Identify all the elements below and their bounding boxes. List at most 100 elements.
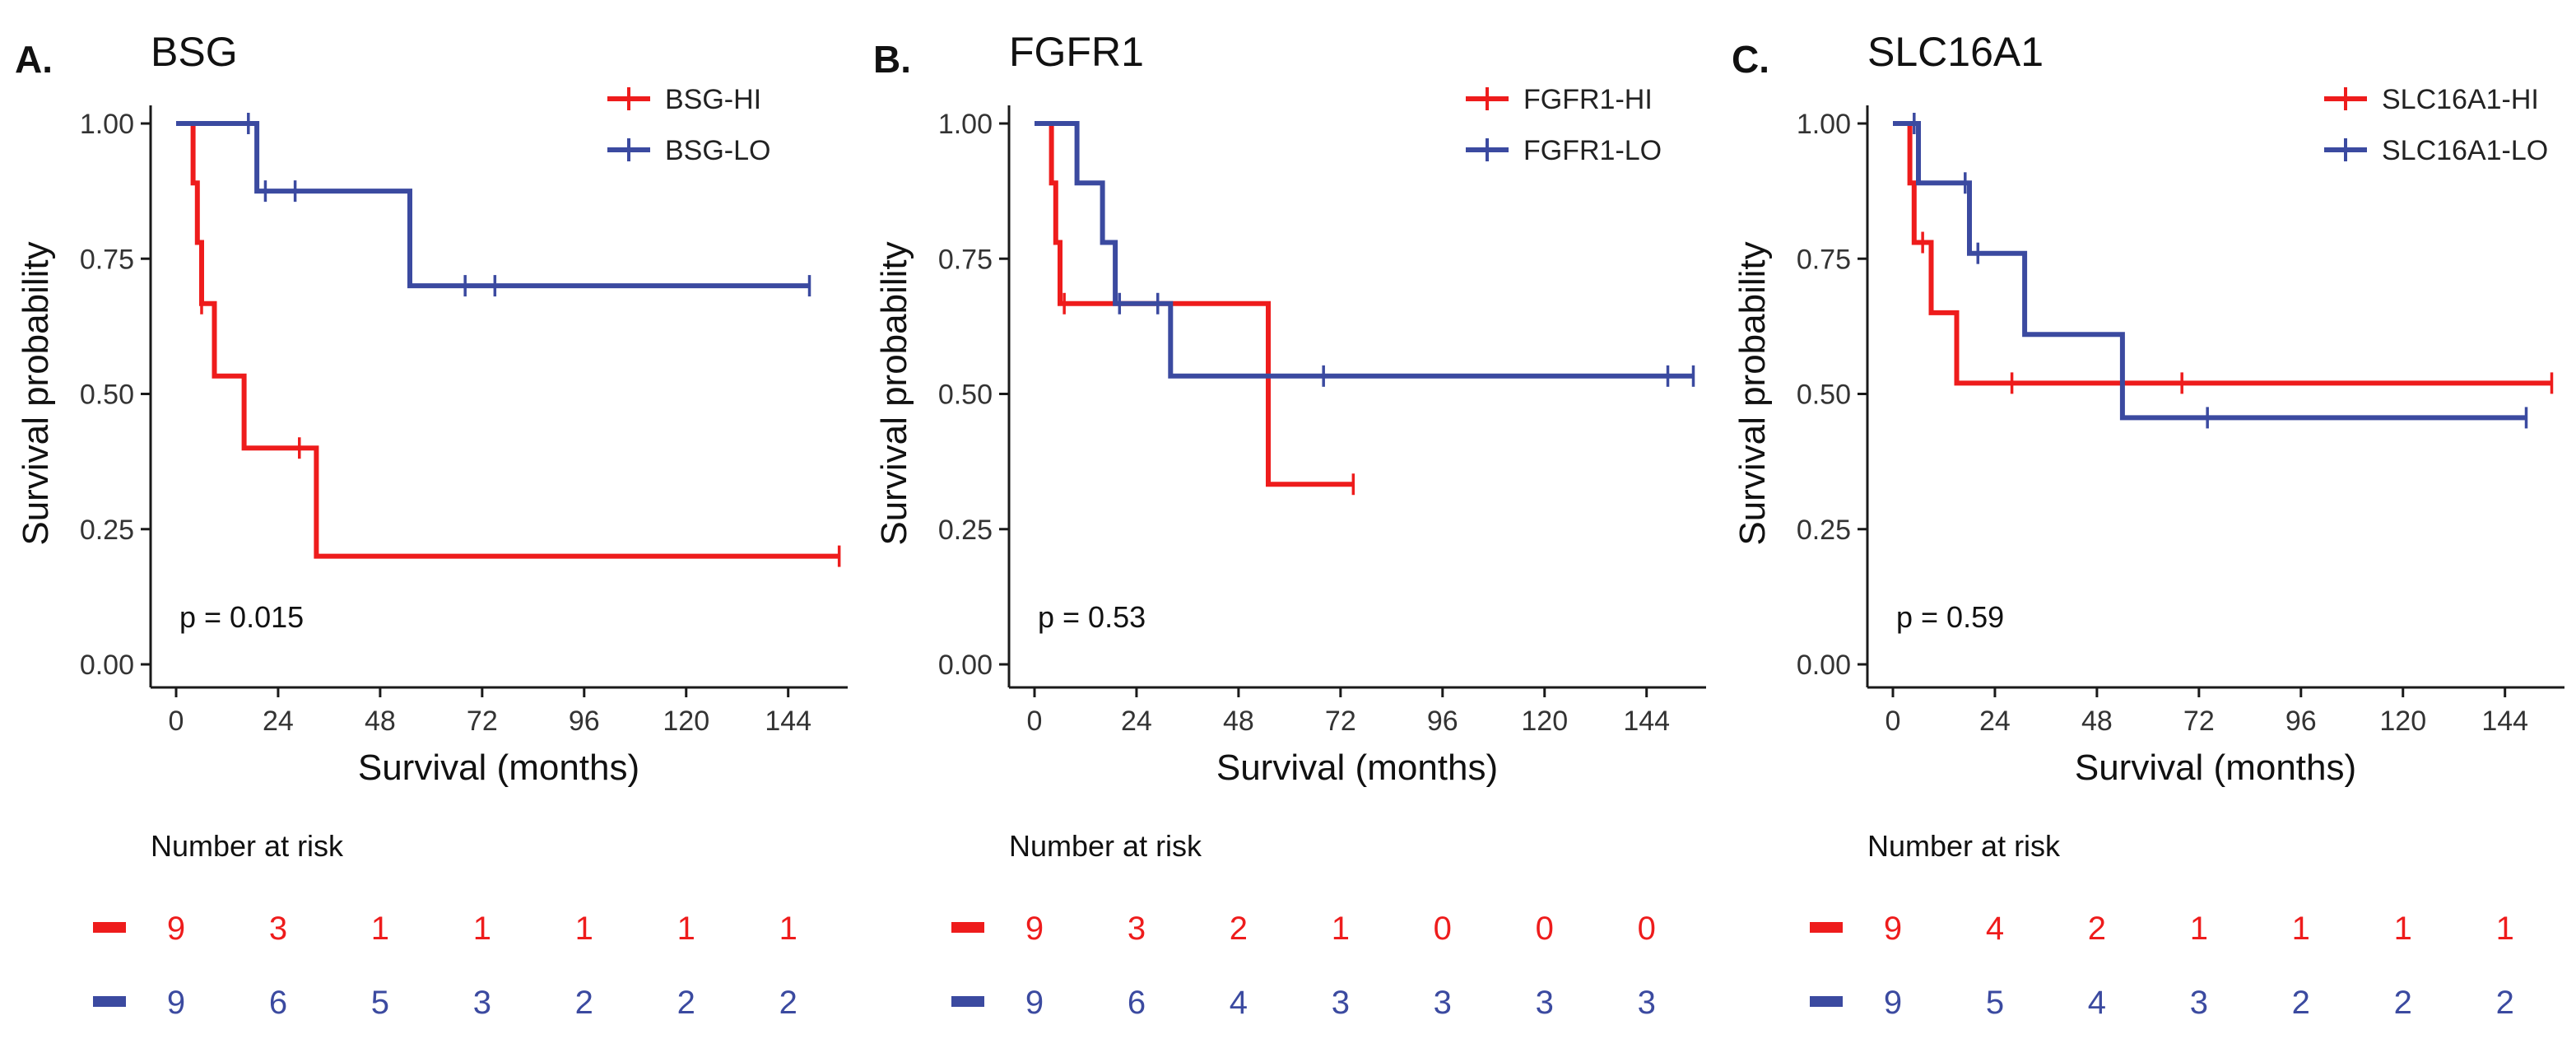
risk-count: 1 [473,911,491,947]
y-tick-label: 1.00 [938,109,993,140]
x-axis-title: Survival (months) [1216,748,1498,788]
y-tick-label: 1.00 [80,109,134,140]
risk-count: 9 [1025,911,1044,947]
risk-count: 1 [2496,911,2514,947]
risk-count: 2 [575,985,593,1021]
x-tick-label: 72 [1325,706,1356,737]
legend-label: FGFR1-LO [1523,135,1662,166]
x-tick-label: 96 [569,706,600,737]
risk-count: 2 [677,985,695,1021]
risk-count: 4 [1230,985,1248,1021]
x-tick-label: 24 [263,706,294,737]
risk-count: 0 [1638,911,1656,947]
x-tick-label: 0 [1027,706,1043,737]
x-tick-label: 24 [1121,706,1152,737]
risk-row-swatch [951,922,984,933]
risk-count: 3 [1332,985,1350,1021]
panel-label: B. [873,38,911,81]
y-tick-label: 0.25 [1797,515,1851,546]
risk-count: 4 [1986,911,2004,947]
x-axis-title: Survival (months) [2075,748,2356,788]
risk-count: 0 [1434,911,1452,947]
p-value: p = 0.015 [179,600,304,634]
p-value: p = 0.53 [1038,600,1146,634]
risk-count: 1 [2190,911,2208,947]
risk-count: 1 [2394,911,2412,947]
x-tick-label: 96 [1427,706,1458,737]
y-axis-title: Survival probability [16,241,56,545]
risk-count: 2 [2496,985,2514,1021]
y-tick-label: 0.25 [938,515,993,546]
risk-count: 3 [2190,985,2208,1021]
risk-count: 2 [2088,911,2106,947]
x-tick-label: 24 [1979,706,2011,737]
risk-count: 1 [677,911,695,947]
risk-count: 5 [1986,985,2004,1021]
x-tick-label: 0 [169,706,184,737]
panel-title: FGFR1 [1009,29,1144,75]
risk-count: 4 [2088,985,2106,1021]
y-tick-label: 0.00 [1797,650,1851,681]
y-tick-label: 0.25 [80,515,134,546]
risk-count: 1 [779,911,797,947]
legend-label: SLC16A1-LO [2382,135,2548,166]
km-curve-bsg-hi [176,121,839,559]
panel-label: A. [15,38,53,81]
risk-row-swatch [93,996,126,1007]
risk-row-swatch [1810,996,1843,1007]
risk-table-title: Number at risk [151,829,344,863]
risk-count: 9 [1025,985,1044,1021]
panel-title: SLC16A1 [1867,29,2044,75]
legend-label: SLC16A1-HI [2382,84,2539,115]
risk-count: 3 [269,911,287,947]
risk-count: 1 [1332,911,1350,947]
x-tick-label: 120 [663,706,709,737]
legend-label: FGFR1-HI [1523,84,1653,115]
y-tick-label: 0.75 [1797,244,1851,275]
x-tick-label: 144 [1623,706,1670,737]
panel-title: BSG [151,29,238,75]
risk-count: 3 [1536,985,1554,1021]
risk-table-title: Number at risk [1009,829,1202,863]
x-tick-label: 0 [1886,706,1901,737]
y-tick-label: 0.50 [1797,380,1851,411]
risk-table-title: Number at risk [1867,829,2061,863]
x-tick-label: 120 [1521,706,1568,737]
risk-row-swatch [1810,922,1843,933]
y-axis-title: Survival probability [874,241,914,545]
x-tick-label: 48 [1223,706,1254,737]
risk-row-swatch [93,922,126,933]
y-axis-title: Survival probability [1732,241,1773,545]
km-curve-slc16a1-lo [1893,121,2527,421]
y-tick-label: 1.00 [1797,109,1851,140]
risk-count: 9 [167,985,185,1021]
risk-count: 9 [1884,985,1902,1021]
risk-count: 6 [1128,985,1146,1021]
risk-count: 3 [1128,911,1146,947]
risk-count: 1 [575,911,593,947]
x-axis-title: Survival (months) [358,748,639,788]
y-tick-label: 0.50 [80,380,134,411]
risk-count: 9 [1884,911,1902,947]
legend-label: BSG-HI [665,84,761,115]
x-tick-label: 144 [765,706,811,737]
y-tick-label: 0.50 [938,380,993,411]
y-tick-label: 0.00 [80,650,134,681]
x-tick-label: 48 [2081,706,2113,737]
x-tick-label: 120 [2379,706,2426,737]
risk-count: 5 [371,985,389,1021]
risk-count: 2 [1230,911,1248,947]
y-tick-label: 0.75 [938,244,993,275]
risk-count: 1 [2292,911,2310,947]
risk-count: 0 [1536,911,1554,947]
x-tick-label: 96 [2285,706,2317,737]
km-curve-bsg-lo [176,121,810,289]
risk-count: 6 [269,985,287,1021]
risk-count: 1 [371,911,389,947]
risk-count: 2 [2292,985,2310,1021]
x-tick-label: 72 [2183,706,2215,737]
legend-label: BSG-LO [665,135,770,166]
risk-count: 2 [779,985,797,1021]
